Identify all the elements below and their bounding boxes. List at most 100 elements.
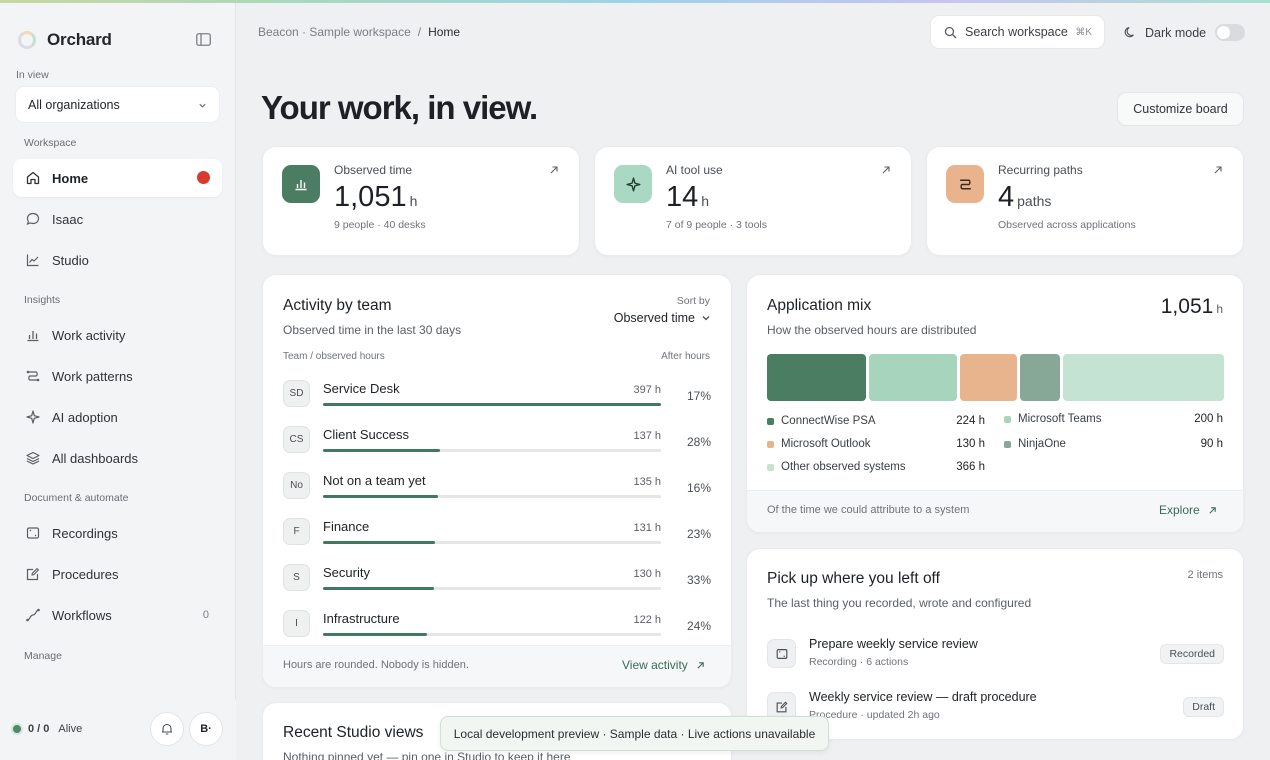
chat-bubble-icon (26, 212, 40, 226)
mix-segment[interactable] (1020, 354, 1060, 401)
dark-mode-switch[interactable] (1215, 24, 1246, 41)
sparkle-icon (614, 165, 652, 203)
application-mix-bar (767, 354, 1224, 401)
team-badge: I (283, 610, 310, 637)
column-header-after-hours: After hours (661, 351, 710, 362)
stat-label: Observed time (334, 163, 413, 177)
sidebar-item-recordings[interactable]: Recordings (13, 514, 222, 552)
legend-item: ConnectWise PSA (767, 415, 876, 427)
stat-card-recurring-paths[interactable]: Recurring paths 4 paths Observed across a… (926, 146, 1244, 256)
team-after-hours-pct: 33% (686, 573, 711, 587)
bar-chart-icon (282, 165, 320, 203)
team-after-hours-pct: 28% (686, 435, 711, 449)
legend-item: Microsoft Outlook (767, 438, 870, 450)
legend-swatch (1004, 440, 1011, 448)
task-item[interactable]: Prepare weekly service review Recording … (767, 637, 1224, 677)
sidebar-item-isaac[interactable]: Isaac (13, 200, 222, 238)
legend-value: 200 h (1194, 413, 1223, 425)
task-subtitle: Recording · 6 actions (809, 656, 909, 668)
dark-mode-toggle[interactable]: Dark mode (1124, 24, 1246, 41)
mix-segment[interactable] (959, 354, 1018, 401)
stat-card-ai-tool-use[interactable]: AI tool use 14 h 7 of 9 people · 3 tools (594, 146, 912, 256)
mix-segment[interactable] (1062, 354, 1224, 401)
home-icon (26, 171, 40, 185)
task-item[interactable]: Weekly service review — draft procedure … (767, 690, 1224, 730)
card-title: Recent Studio views (283, 724, 424, 741)
card-footer: Hours are rounded. Nobody is hidden. Vie… (263, 645, 731, 687)
organization-select[interactable]: All organizations (15, 86, 220, 123)
arrow-up-right-icon[interactable] (549, 165, 559, 175)
team-row[interactable]: No Not on a team yet 135 h 16% (263, 472, 731, 518)
arrow-up-right-icon[interactable] (1213, 165, 1223, 175)
avatar-initials: B· (200, 723, 212, 735)
team-name: Infrastructure (323, 611, 400, 626)
top-gradient-line (0, 0, 1270, 3)
team-bar-fill (323, 495, 438, 498)
mix-segment[interactable] (868, 354, 957, 401)
team-row[interactable]: SD Service Desk 397 h 17% (263, 380, 731, 426)
team-row[interactable]: F Finance 131 h 23% (263, 518, 731, 564)
mix-segment[interactable] (767, 354, 866, 401)
sidebar-item-label: Home (52, 170, 89, 186)
stat-subtext: Observed across applications (998, 219, 1136, 231)
edit-document-icon (26, 567, 40, 581)
stat-value: 4 paths (998, 181, 1052, 213)
breadcrumb-root[interactable]: Beacon · Sample workspace (258, 25, 411, 39)
chevron-down-icon (702, 316, 710, 321)
sidebar-item-studio[interactable]: Studio (13, 241, 222, 279)
card-subtitle: Observed time in the last 30 days (283, 323, 462, 337)
team-row[interactable]: S Security 130 h 33% (263, 564, 731, 610)
sidebar-item-all-dashboards[interactable]: All dashboards (13, 439, 222, 477)
brand[interactable]: Orchard (18, 30, 112, 50)
team-bar-track (323, 449, 661, 452)
layers-icon (26, 451, 40, 465)
moon-icon (1124, 26, 1134, 38)
sort-by-select[interactable]: Observed time (614, 311, 711, 325)
task-subtitle: Procedure · updated 2h ago (809, 709, 940, 721)
notifications-button[interactable] (150, 712, 184, 746)
sidebar-item-workflows[interactable]: Workflows 0 (13, 596, 222, 634)
view-activity-link[interactable]: View activity (622, 658, 705, 672)
brand-name: Orchard (47, 30, 112, 49)
team-row[interactable]: CS Client Success 137 h 28% (263, 426, 731, 472)
sidebar: Orchard In view All organizations Worksp… (0, 0, 236, 760)
customize-board-button[interactable]: Customize board (1117, 92, 1244, 126)
sidebar-item-procedures[interactable]: Procedures (13, 555, 222, 593)
sidebar-item-home[interactable]: Home (13, 159, 222, 197)
card-subtitle: Nothing pinned yet — pin one in Studio t… (283, 750, 571, 760)
team-bar-fill (323, 587, 434, 590)
card-subtitle: The last thing you recorded, wrote and c… (767, 596, 1032, 610)
team-name: Client Success (323, 427, 409, 442)
trend-chart-icon (26, 254, 39, 267)
legend-item: Other observed systems (767, 461, 906, 473)
team-row[interactable]: I Infrastructure 122 h 24% (263, 610, 731, 656)
legend-label: Other observed systems (781, 461, 906, 473)
sidebar-collapse-icon[interactable] (196, 33, 211, 46)
stat-card-observed-time[interactable]: Observed time 1,051 h 9 people · 40 desks (262, 146, 580, 256)
legend-swatch (767, 440, 774, 448)
team-badge: SD (283, 380, 310, 407)
breadcrumb-current: Home (428, 25, 461, 39)
avatar[interactable]: B· (189, 712, 223, 746)
sidebar-item-work-patterns[interactable]: Work patterns (13, 357, 222, 395)
team-name: Not on a team yet (323, 473, 426, 488)
chevron-down-icon (199, 103, 206, 108)
search-input[interactable]: Search workspace ⌘K (930, 15, 1105, 49)
card-title: Application mix (767, 297, 872, 314)
team-hours: 122 h (633, 614, 661, 626)
explore-link[interactable]: Explore (1159, 503, 1217, 517)
team-name: Finance (323, 519, 370, 534)
sidebar-item-work-activity[interactable]: Work activity (13, 316, 222, 354)
legend-value: 90 h (1200, 438, 1223, 450)
legend-item: Microsoft Teams (1004, 413, 1102, 425)
activity-by-team-card: Activity by team Observed time in the la… (262, 274, 732, 688)
section-label-insights: Insights (24, 294, 61, 306)
sort-by-label: Sort by (676, 295, 710, 307)
organization-select-value: All organizations (28, 97, 120, 112)
legend-label: Microsoft Teams (1018, 413, 1102, 425)
team-badge: F (283, 518, 310, 545)
sidebar-item-ai-adoption[interactable]: AI adoption (13, 398, 222, 436)
brand-logo (18, 31, 36, 49)
team-bar-track (323, 541, 661, 544)
arrow-up-right-icon[interactable] (881, 165, 891, 175)
